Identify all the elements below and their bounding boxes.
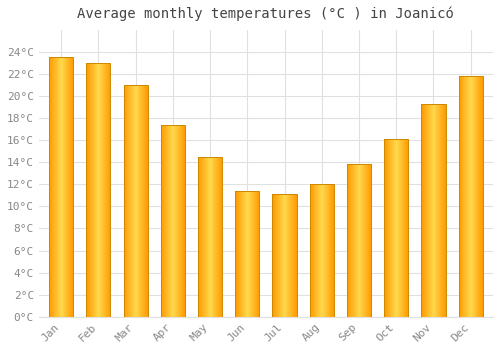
Bar bbox=[235, 191, 260, 317]
Title: Average monthly temperatures (°C ) in Joanicó: Average monthly temperatures (°C ) in Jo… bbox=[78, 7, 454, 21]
Bar bbox=[160, 125, 185, 317]
Bar bbox=[86, 63, 110, 317]
Bar bbox=[198, 156, 222, 317]
Bar bbox=[310, 184, 334, 317]
Bar bbox=[347, 164, 371, 317]
Bar bbox=[124, 85, 148, 317]
Bar bbox=[272, 194, 296, 317]
Bar bbox=[49, 57, 73, 317]
Bar bbox=[384, 139, 408, 317]
Bar bbox=[458, 76, 483, 317]
Bar bbox=[422, 104, 446, 317]
